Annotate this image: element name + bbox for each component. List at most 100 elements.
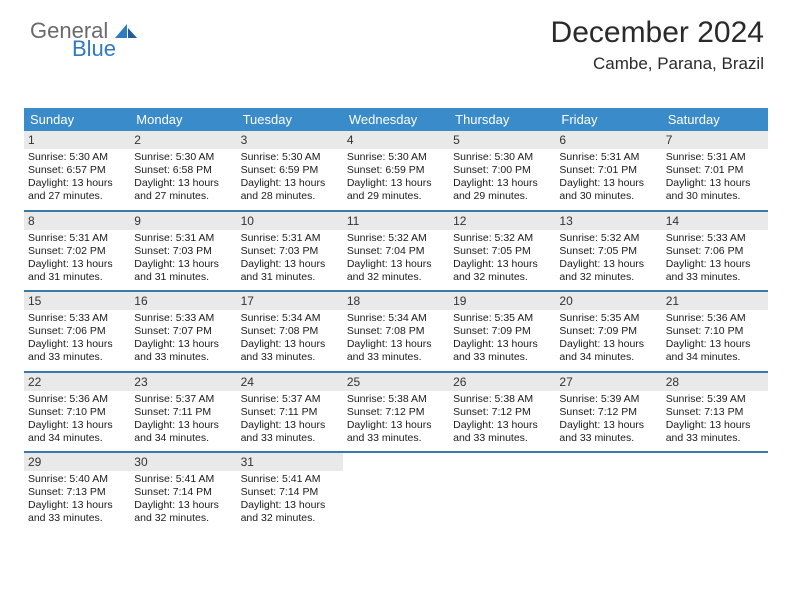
day-number [449, 453, 555, 457]
page-title: December 2024 [551, 16, 764, 50]
day-d2: and 32 minutes. [241, 512, 339, 525]
dow-tuesday: Tuesday [237, 108, 343, 131]
dow-saturday: Saturday [662, 108, 768, 131]
day-ss: Sunset: 7:03 PM [134, 245, 232, 258]
dow-sunday: Sunday [24, 108, 130, 131]
calendar-cell: 28Sunrise: 5:39 AMSunset: 7:13 PMDayligh… [662, 373, 768, 452]
day-d1: Daylight: 13 hours [241, 419, 339, 432]
day-d2: and 34 minutes. [559, 351, 657, 364]
day-ss: Sunset: 7:11 PM [241, 406, 339, 419]
calendar-cell: 12Sunrise: 5:32 AMSunset: 7:05 PMDayligh… [449, 212, 555, 291]
day-number: 13 [555, 212, 661, 230]
day-ss: Sunset: 7:14 PM [241, 486, 339, 499]
day-d1: Daylight: 13 hours [453, 177, 551, 190]
day-ss: Sunset: 7:01 PM [666, 164, 764, 177]
day-details: Sunrise: 5:39 AMSunset: 7:13 PMDaylight:… [666, 393, 764, 446]
calendar-week: 1Sunrise: 5:30 AMSunset: 6:57 PMDaylight… [24, 131, 768, 212]
dow-wednesday: Wednesday [343, 108, 449, 131]
day-details: Sunrise: 5:32 AMSunset: 7:04 PMDaylight:… [347, 232, 445, 285]
day-number: 19 [449, 292, 555, 310]
calendar-cell: 19 Sunrise: 5:35 AMSunset: 7:09 PMDayligh… [449, 292, 555, 371]
calendar-cell: 4Sunrise: 5:30 AMSunset: 6:59 PMDaylight… [343, 131, 449, 210]
day-number: 4 [343, 131, 449, 149]
calendar-page: General Blue December 2024 Cambe, Parana… [0, 0, 792, 612]
calendar-week: 15Sunrise: 5:33 AMSunset: 7:06 PMDayligh… [24, 292, 768, 373]
day-d2: and 29 minutes. [453, 190, 551, 203]
calendar-cell: 1 Sunrise: 5:30 AMSunset: 6:57 PMDaylight… [24, 131, 130, 210]
calendar-cell [555, 453, 661, 532]
day-number: 22 [24, 373, 130, 391]
calendar-cell: 5Sunrise: 5:30 AMSunset: 7:00 PMDaylight… [449, 131, 555, 210]
day-details: Sunrise: 5:31 AMSunset: 7:03 PMDaylight:… [134, 232, 232, 285]
day-details: Sunrise: 5:35 AMSunset: 7:09 PMDaylight:… [453, 312, 551, 365]
calendar-cell: 17Sunrise: 5:34 AMSunset: 7:08 PMDayligh… [237, 292, 343, 371]
day-sr: Sunrise: 5:38 AM [453, 393, 551, 406]
calendar-cell: 18Sunrise: 5:34 AMSunset: 7:08 PMDayligh… [343, 292, 449, 371]
day-d1: Daylight: 13 hours [666, 338, 764, 351]
day-d1: Daylight: 13 hours [559, 177, 657, 190]
day-d1: Daylight: 13 hours [453, 338, 551, 351]
day-number: 8 [24, 212, 130, 230]
calendar-week: 8Sunrise: 5:31 AMSunset: 7:02 PMDaylight… [24, 212, 768, 293]
day-d1: Daylight: 13 hours [28, 499, 126, 512]
day-ss: Sunset: 7:14 PM [134, 486, 232, 499]
dow-thursday: Thursday [449, 108, 555, 131]
day-number: 20 [555, 292, 661, 310]
day-d1: Daylight: 13 hours [347, 419, 445, 432]
day-details: Sunrise: 5:32 AMSunset: 7:05 PMDaylight:… [559, 232, 657, 285]
day-sr: Sunrise: 5:31 AM [666, 151, 764, 164]
day-details: Sunrise: 5:32 AMSunset: 7:05 PMDaylight:… [453, 232, 551, 285]
day-details: Sunrise: 5:37 AMSunset: 7:11 PMDaylight:… [134, 393, 232, 446]
day-d2: and 33 minutes. [666, 271, 764, 284]
day-number: 10 [237, 212, 343, 230]
calendar-week: 22Sunrise: 5:36 AMSunset: 7:10 PMDayligh… [24, 373, 768, 454]
calendar-cell: 23Sunrise: 5:37 AMSunset: 7:11 PMDayligh… [130, 373, 236, 452]
day-details: Sunrise: 5:34 AMSunset: 7:08 PMDaylight:… [347, 312, 445, 365]
day-d2: and 31 minutes. [134, 271, 232, 284]
day-ss: Sunset: 7:12 PM [347, 406, 445, 419]
day-number: 11 [343, 212, 449, 230]
day-ss: Sunset: 6:57 PM [28, 164, 126, 177]
calendar-grid: Sunday Monday Tuesday Wednesday Thursday… [24, 108, 768, 532]
day-details: Sunrise: 5:39 AMSunset: 7:12 PMDaylight:… [559, 393, 657, 446]
calendar-cell: 8Sunrise: 5:31 AMSunset: 7:02 PMDaylight… [24, 212, 130, 291]
day-d1: Daylight: 13 hours [134, 338, 232, 351]
calendar-cell: 11 Sunrise: 5:32 AMSunset: 7:04 PMDayligh… [343, 212, 449, 291]
day-sr: Sunrise: 5:32 AM [453, 232, 551, 245]
day-d1: Daylight: 13 hours [134, 177, 232, 190]
day-ss: Sunset: 7:10 PM [666, 325, 764, 338]
day-sr: Sunrise: 5:37 AM [134, 393, 232, 406]
calendar-cell: 14Sunrise: 5:33 AMSunset: 7:06 PMDayligh… [662, 212, 768, 291]
day-sr: Sunrise: 5:33 AM [28, 312, 126, 325]
day-number: 1 [24, 131, 130, 149]
day-d2: and 32 minutes. [453, 271, 551, 284]
day-sr: Sunrise: 5:30 AM [28, 151, 126, 164]
day-d2: and 33 minutes. [241, 432, 339, 445]
day-sr: Sunrise: 5:36 AM [666, 312, 764, 325]
day-d1: Daylight: 13 hours [134, 258, 232, 271]
day-d2: and 33 minutes. [28, 351, 126, 364]
day-d2: and 31 minutes. [241, 271, 339, 284]
calendar-cell: 2Sunrise: 5:30 AMSunset: 6:58 PMDaylight… [130, 131, 236, 210]
day-number: 27 [555, 373, 661, 391]
day-d1: Daylight: 13 hours [28, 177, 126, 190]
calendar-cell: 20Sunrise: 5:35 AMSunset: 7:09 PMDayligh… [555, 292, 661, 371]
calendar-cell: 26Sunrise: 5:38 AMSunset: 7:12 PMDayligh… [449, 373, 555, 452]
day-number [555, 453, 661, 457]
day-sr: Sunrise: 5:36 AM [28, 393, 126, 406]
day-sr: Sunrise: 5:38 AM [347, 393, 445, 406]
day-details: Sunrise: 5:36 AMSunset: 7:10 PMDaylight:… [666, 312, 764, 365]
day-number: 3 [237, 131, 343, 149]
day-sr: Sunrise: 5:32 AM [559, 232, 657, 245]
day-ss: Sunset: 6:59 PM [241, 164, 339, 177]
day-sr: Sunrise: 5:40 AM [28, 473, 126, 486]
day-number: 6 [555, 131, 661, 149]
day-sr: Sunrise: 5:34 AM [241, 312, 339, 325]
day-d1: Daylight: 13 hours [28, 258, 126, 271]
calendar-cell: 30Sunrise: 5:41 AMSunset: 7:14 PMDayligh… [130, 453, 236, 532]
calendar-cell: 10Sunrise: 5:31 AMSunset: 7:03 PMDayligh… [237, 212, 343, 291]
day-d1: Daylight: 13 hours [134, 499, 232, 512]
day-ss: Sunset: 7:08 PM [347, 325, 445, 338]
day-ss: Sunset: 7:09 PM [453, 325, 551, 338]
day-ss: Sunset: 7:03 PM [241, 245, 339, 258]
